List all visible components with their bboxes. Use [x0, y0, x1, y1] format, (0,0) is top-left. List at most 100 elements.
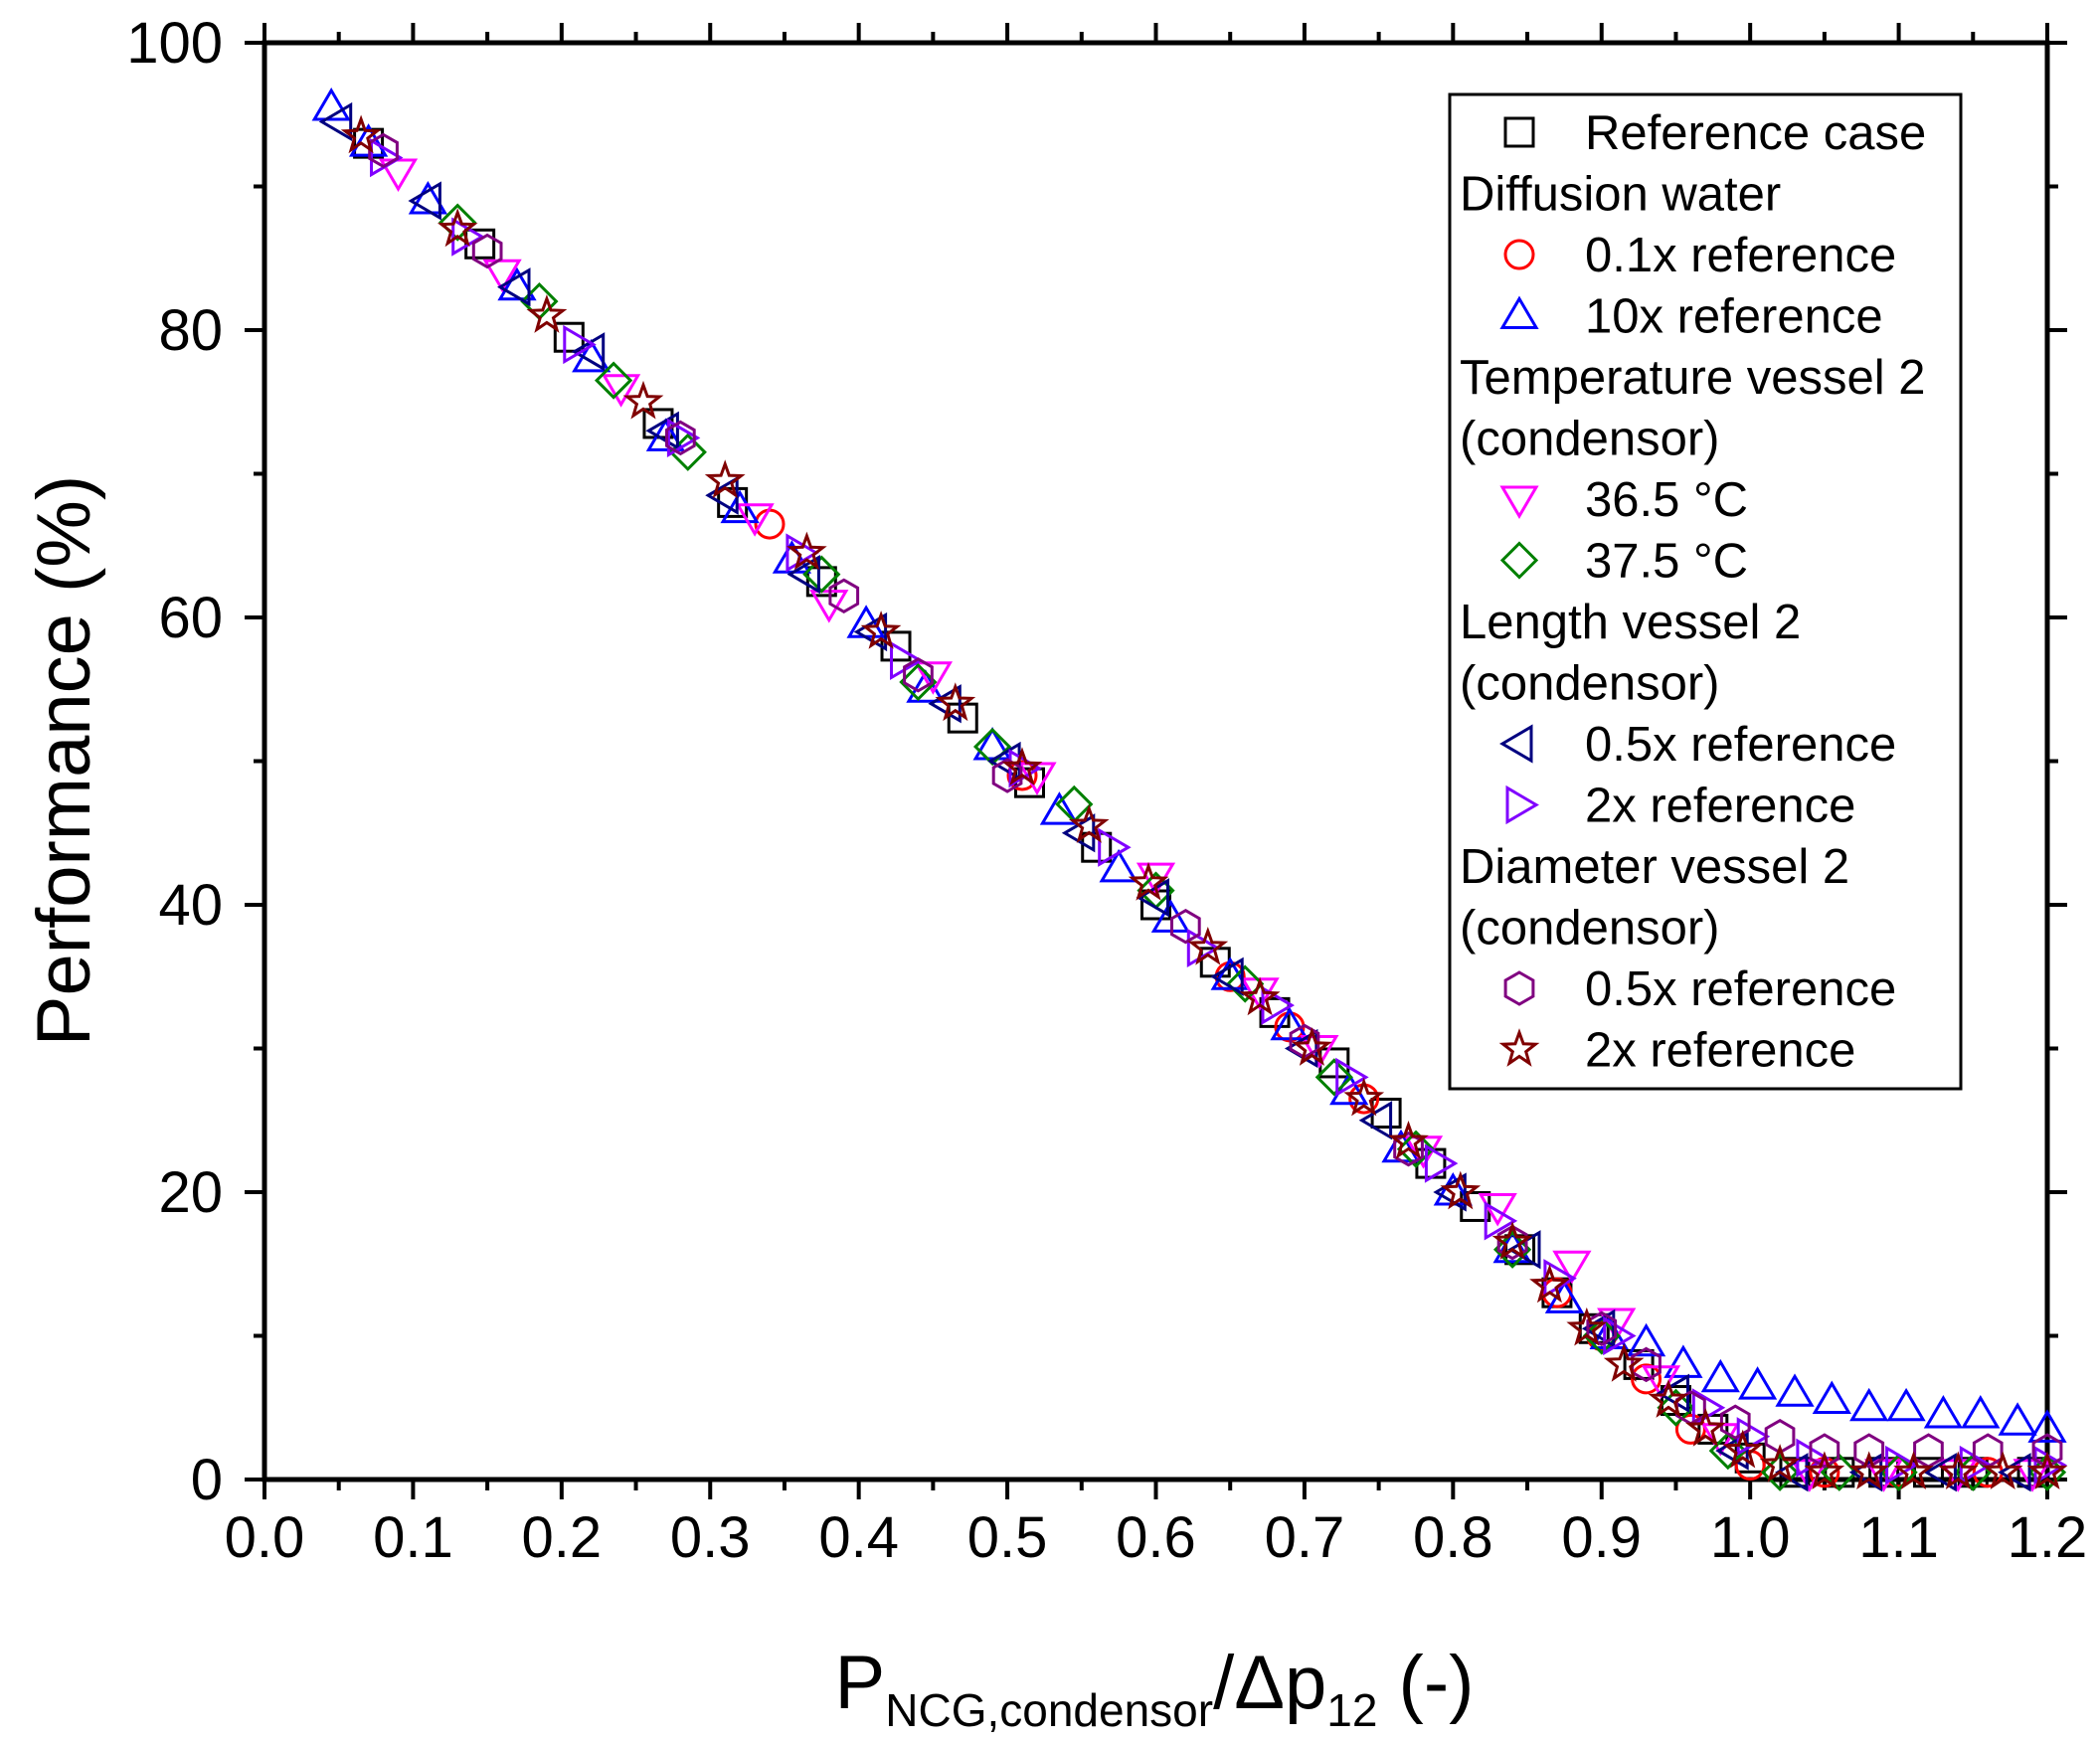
- data-point-triangle-left: [705, 475, 739, 515]
- legend-marker-circle: [1503, 239, 1535, 270]
- data-point-triangle-down: [601, 374, 641, 408]
- data-point-star: [1848, 1451, 1890, 1490]
- data-point-triangle-down: [482, 259, 522, 293]
- data-point-triangle-right: [1885, 1445, 1919, 1485]
- data-point-hexagon: [471, 233, 503, 269]
- data-point-hexagon: [1393, 1131, 1424, 1167]
- legend-label: 0.5x reference: [1585, 962, 1896, 1016]
- data-point-triangle-up: [1039, 791, 1080, 825]
- data-point-hexagon: [828, 578, 860, 614]
- legend-marker-triangle-left: [1499, 724, 1533, 764]
- data-point-triangle-up: [1886, 1387, 1926, 1422]
- x-tick-label: 0.4: [818, 1505, 899, 1570]
- y-axis-title: Performance (%): [22, 475, 106, 1046]
- legend-marker-triangle-right: [1505, 784, 1539, 825]
- legend-label: 2x reference: [1585, 780, 1855, 833]
- data-point-triangle-right: [1098, 827, 1132, 867]
- data-point-star: [704, 459, 746, 499]
- data-point-triangle-up: [1775, 1373, 1815, 1407]
- data-point-star: [1128, 861, 1169, 901]
- data-point-circle: [1006, 760, 1038, 791]
- data-point-diamond: [1760, 1453, 1800, 1491]
- data-point-triangle-left: [497, 267, 531, 307]
- data-point-triangle-left: [1210, 957, 1244, 996]
- x-tick-label: 0.7: [1265, 1505, 1345, 1570]
- data-point-hexagon: [1913, 1433, 1944, 1469]
- data-point-triangle-right: [2033, 1445, 2067, 1485]
- legend-group-header: Temperature vessel 2: [1460, 351, 1925, 405]
- data-point-hexagon: [903, 657, 934, 693]
- y-tick-label: 20: [158, 1160, 223, 1225]
- x-tick-label: 0.1: [373, 1505, 453, 1570]
- legend-label: 37.5 °C: [1585, 535, 1748, 589]
- x-tick-label: 0.0: [225, 1505, 305, 1570]
- data-point-star: [340, 114, 382, 154]
- data-point-triangle-left: [408, 181, 441, 221]
- data-point-triangle-up: [1998, 1402, 2037, 1436]
- legend-group-header: Length vessel 2: [1460, 596, 1801, 649]
- data-point-circle: [1883, 1457, 1915, 1488]
- data-point-diamond: [1314, 1058, 1353, 1097]
- legend-box: [1448, 92, 1963, 1091]
- data-point-triangle-up: [1923, 1395, 1964, 1429]
- data-point-star: [1759, 1444, 1801, 1482]
- x-tick-label: 0.5: [967, 1505, 1048, 1570]
- legend-label: 36.5 °C: [1585, 473, 1748, 527]
- data-point-triangle-right: [1484, 1201, 1518, 1241]
- data-point-hexagon: [991, 758, 1023, 793]
- data-point-triangle-up: [408, 181, 448, 215]
- legend-label: 0.1x reference: [1585, 229, 1896, 282]
- data-point-star: [860, 610, 902, 649]
- data-point-star: [1239, 976, 1281, 1016]
- data-point-star: [1603, 1343, 1645, 1382]
- x-axis-title: PNCG,condensor/Δp12 (-): [835, 1641, 1475, 1736]
- data-point-triangle-up: [1099, 848, 1138, 883]
- data-point-triangle-down: [1478, 1193, 1517, 1227]
- data-point-star: [1343, 1077, 1385, 1117]
- data-point-diamond: [1492, 1230, 1532, 1269]
- series-8-points: [340, 114, 2068, 1490]
- data-point-hexagon: [1586, 1310, 1618, 1347]
- legend-group-header: Diffusion water: [1460, 168, 1781, 222]
- data-point-star: [1001, 747, 1043, 786]
- y-tick-label: 100: [126, 11, 223, 76]
- legend-group-header: Diameter vessel 2: [1460, 840, 1849, 894]
- x-tick-label: 0.9: [1561, 1505, 1642, 1570]
- data-point-star: [1068, 804, 1110, 843]
- data-point-diamond: [1396, 1130, 1436, 1168]
- data-point-square: [805, 566, 837, 598]
- data-point-diamond: [594, 361, 633, 400]
- y-tick-label: 0: [191, 1448, 223, 1512]
- data-point-triangle-down: [913, 661, 954, 695]
- x-tick-label: 0.8: [1413, 1505, 1493, 1570]
- data-point-triangle-right: [1186, 928, 1221, 968]
- data-point-triangle-up: [906, 669, 946, 703]
- data-point-star: [1938, 1451, 1979, 1490]
- data-point-star: [1648, 1379, 1689, 1418]
- data-point-triangle-up: [1626, 1322, 1666, 1357]
- data-point-triangle-left: [1136, 878, 1169, 918]
- data-point-star: [2026, 1451, 2068, 1490]
- x-axis-title-main: P: [835, 1641, 886, 1725]
- x-axis-title-subscript: NCG,condensor: [885, 1684, 1213, 1736]
- data-point-star: [787, 531, 827, 571]
- data-point-triangle-right: [1335, 1057, 1369, 1098]
- data-point-triangle-up: [2027, 1409, 2067, 1443]
- axis-ticks: 0.0 0.1 0.2 0.3 0.4 0.5 0.6 0.7 0.8 0.9 1.0 1.1 1.2 0…: [126, 11, 2087, 1570]
- legend-label: 2x reference: [1585, 1024, 1855, 1078]
- x-axis-title-delta: /Δp: [1213, 1641, 1326, 1725]
- data-point-star: [1529, 1264, 1570, 1304]
- data-point-triangle-left: [1998, 1453, 2031, 1492]
- x-tick-label: 1.2: [2008, 1505, 2088, 1570]
- data-point-triangle-right: [563, 324, 597, 365]
- data-point-diamond: [802, 555, 841, 594]
- data-point-hexagon: [1853, 1433, 1885, 1469]
- data-point-star: [1388, 1120, 1429, 1159]
- data-point-hexagon: [1631, 1346, 1662, 1383]
- data-point-triangle-left: [318, 101, 353, 142]
- legend-marker-triangle-up: [1499, 295, 1539, 329]
- legend-label: 10x reference: [1585, 290, 1883, 344]
- legend-marker-diamond: [1499, 541, 1539, 580]
- data-point-star: [1187, 927, 1229, 965]
